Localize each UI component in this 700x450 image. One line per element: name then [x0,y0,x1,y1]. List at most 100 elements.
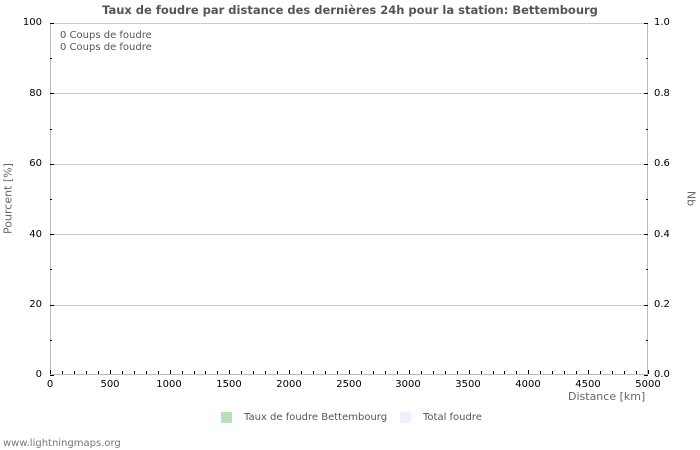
x-tick-3000: 3000 [395,379,421,390]
y-right-tick-1.0: 1.0 [654,17,670,28]
x-tick-mark [504,371,505,374]
info-line-2: 0 Coups de foudre [60,42,152,53]
x-tick-mark [445,371,446,374]
y-tick-mark-left [50,340,52,341]
y-left-tick-100: 100 [22,17,42,28]
x-tick-mark [564,371,565,374]
y-tick-mark-right [646,269,648,270]
x-tick-mark [205,371,206,374]
x-tick-mark [337,371,338,374]
x-tick-mark [648,370,649,374]
x-tick-mark [313,371,314,374]
x-tick-mark [158,371,159,374]
x-tick-mark [170,370,171,374]
legend-label-taux: Taux de foudre Bettembourg [244,412,388,423]
x-tick-mark [421,371,422,374]
x-tick-mark [86,371,87,374]
x-tick-mark [397,371,398,374]
x-tick-5000: 5000 [635,379,661,390]
legend-label-total: Total foudre [423,412,482,423]
gridline-40 [51,234,647,235]
x-tick-mark [588,370,589,374]
x-tick-4500: 4500 [575,379,601,390]
x-tick-mark [469,370,470,374]
x-tick-mark [576,371,577,374]
chart-title: Taux de foudre par distance des dernière… [102,3,598,17]
y-right-tick-0.6: 0.6 [654,158,670,169]
x-tick-2000: 2000 [276,379,302,390]
y-tick-mark-left [50,269,52,270]
info-line-1: 0 Coups de foudre [60,30,152,41]
y-right-axis-title: Nb [684,190,698,207]
x-tick-0: 0 [46,379,54,390]
x-tick-mark [134,371,135,374]
y-tick-mark-right [646,340,648,341]
x-tick-3500: 3500 [455,379,481,390]
x-tick-mark [74,371,75,374]
x-tick-mark [253,371,254,374]
x-tick-mark [122,371,123,374]
y-tick-mark-right [646,199,648,200]
y-tick-mark-left [50,164,54,165]
y-right-tick-0.8: 0.8 [654,88,670,99]
y-tick-mark-left [50,58,52,59]
y-left-tick-60: 60 [29,158,42,169]
x-tick-mark [182,371,183,374]
x-tick-mark [194,371,195,374]
x-tick-mark [600,371,601,374]
y-tick-mark-right [646,58,648,59]
x-tick-mark [361,371,362,374]
y-right-tick-0.0: 0.0 [654,369,670,380]
y-tick-mark-right [644,234,648,235]
x-tick-1500: 1500 [216,379,242,390]
y-tick-mark-right [646,129,648,130]
y-tick-mark-left [50,199,52,200]
x-tick-mark [241,371,242,374]
y-tick-mark-left [50,23,54,24]
y-tick-mark-left [50,93,54,94]
x-tick-mark [62,371,63,374]
y-tick-mark-left [50,305,54,306]
x-tick-mark [481,371,482,374]
x-tick-mark [229,370,230,374]
legend-swatch-total [400,412,411,423]
x-tick-mark [325,371,326,374]
x-tick-mark [146,371,147,374]
x-tick-1000: 1000 [156,379,182,390]
y-tick-mark-right [644,164,648,165]
plot-area [50,23,648,375]
x-tick-mark [385,371,386,374]
y-left-tick-80: 80 [29,88,42,99]
x-tick-mark [516,371,517,374]
legend-swatch-taux [221,412,232,423]
x-tick-mark [528,370,529,374]
x-tick-mark [540,371,541,374]
y-tick-mark-right [644,23,648,24]
x-tick-mark [373,371,374,374]
x-tick-mark [217,371,218,374]
x-tick-mark [301,371,302,374]
y-left-axis-title: Pourcent [%] [1,163,15,234]
x-tick-mark [110,370,111,374]
y-right-tick-0.2: 0.2 [654,299,670,310]
x-axis-title: Distance [km] [568,390,646,403]
x-tick-mark [289,370,290,374]
y-tick-mark-left [50,129,52,130]
x-tick-mark [493,371,494,374]
gridline-80 [51,93,647,94]
y-tick-mark-left [50,234,54,235]
x-tick-500: 500 [100,379,120,390]
x-tick-2500: 2500 [336,379,362,390]
x-tick-mark [349,370,350,374]
y-tick-mark-left [50,375,54,376]
gridline-60 [51,164,647,165]
y-left-tick-20: 20 [29,299,42,310]
x-tick-mark [277,371,278,374]
x-tick-mark [552,371,553,374]
footer-source: www.lightningmaps.org [3,438,121,449]
x-tick-mark [265,371,266,374]
y-left-tick-40: 40 [29,229,42,240]
x-tick-mark [98,371,99,374]
x-tick-4000: 4000 [515,379,541,390]
x-tick-mark [624,371,625,374]
